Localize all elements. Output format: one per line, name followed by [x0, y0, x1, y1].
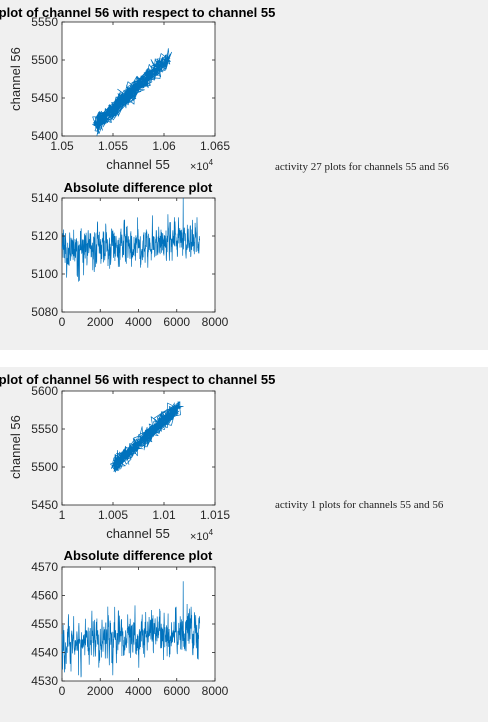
figure-panel-activity-1: plot of channel 56 with respect to chann… — [0, 367, 488, 722]
diff-trace-line — [61, 197, 201, 282]
diff-title: Absolute difference plot — [64, 180, 213, 195]
x-tick-label: 1 — [59, 508, 66, 522]
x-tick-label: 8000 — [202, 684, 229, 698]
x-tick-label: 1.055 — [98, 139, 128, 153]
diff-series — [61, 197, 201, 282]
x-tick-label: 8000 — [202, 315, 229, 329]
x-tick-label: 4000 — [125, 315, 152, 329]
scatter-ticks: 1.05 1.055 1.06 1.065 5400 5450 5500 5550 — [31, 15, 230, 153]
figure-panel-activity-27: plot of channel 56 with respect to chann… — [0, 0, 488, 350]
x-tick-label: 1.05 — [50, 139, 74, 153]
x-tick-label: 0 — [59, 315, 66, 329]
scatter-x-exponent: ×104 — [190, 158, 214, 173]
figure-canvas: plot of channel 56 with respect to chann… — [0, 5, 275, 329]
x-tick-label: 1.06 — [152, 139, 176, 153]
scatter-title: plot of channel 56 with respect to chann… — [0, 372, 275, 387]
x-tick-label: 1.005 — [98, 508, 128, 522]
y-tick-label: 5080 — [31, 305, 58, 319]
x-tick-label: 1.015 — [200, 508, 230, 522]
y-tick-label: 5120 — [31, 229, 58, 243]
y-tick-label: 4570 — [31, 560, 58, 574]
panel-caption: activity 27 plots for channels 55 and 56 — [275, 161, 449, 173]
y-tick-label: 5450 — [31, 91, 58, 105]
x-tick-label: 6000 — [163, 684, 190, 698]
scatter-series — [110, 401, 184, 473]
diff-ticks: 0 2000 4000 6000 8000 4530 4540 4550 4560 4570 — [31, 560, 228, 698]
x-tick-label: 2000 — [87, 684, 114, 698]
scatter-title: plot of channel 56 with respect to chann… — [0, 5, 275, 20]
figure-canvas: plot of channel 56 with respect to chann… — [0, 372, 275, 698]
diff-series — [61, 581, 201, 678]
scatter-trace-line — [110, 401, 184, 473]
scatter-y-label: channel 56 — [8, 415, 23, 479]
diff-title: Absolute difference plot — [64, 548, 213, 563]
x-tick-label: 0 — [59, 684, 66, 698]
y-tick-label: 4530 — [31, 674, 58, 688]
scatter-trace-line — [92, 48, 172, 136]
y-tick-label: 5450 — [31, 498, 58, 512]
scatter-ticks: 1 1.005 1.01 1.015 5450 5500 5550 5600 — [31, 384, 230, 522]
scatter-x-label: channel 55 — [106, 526, 170, 541]
y-tick-label: 5600 — [31, 384, 58, 398]
y-tick-label: 5500 — [31, 460, 58, 474]
y-tick-label: 5140 — [31, 191, 58, 205]
diff-ticks: 0 2000 4000 6000 8000 5080 5100 5120 5140 — [31, 191, 228, 329]
y-tick-label: 5550 — [31, 422, 58, 436]
diff-trace-line — [61, 581, 201, 678]
y-tick-label: 5500 — [31, 53, 58, 67]
scatter-x-label: channel 55 — [106, 157, 170, 172]
scatter-y-label: channel 56 — [8, 47, 23, 111]
y-tick-label: 5100 — [31, 267, 58, 281]
y-tick-label: 4560 — [31, 589, 58, 603]
y-tick-label: 4540 — [31, 646, 58, 660]
y-tick-label: 5550 — [31, 15, 58, 29]
panel-caption: activity 1 plots for channels 55 and 56 — [275, 499, 444, 511]
x-tick-label: 1.01 — [152, 508, 176, 522]
scatter-x-exponent: ×104 — [190, 528, 214, 543]
scatter-series — [92, 48, 172, 136]
x-tick-label: 4000 — [125, 684, 152, 698]
x-tick-label: 2000 — [87, 315, 114, 329]
y-tick-label: 4550 — [31, 617, 58, 631]
x-tick-label: 6000 — [163, 315, 190, 329]
y-tick-label: 5400 — [31, 129, 58, 143]
x-tick-label: 1.065 — [200, 139, 230, 153]
